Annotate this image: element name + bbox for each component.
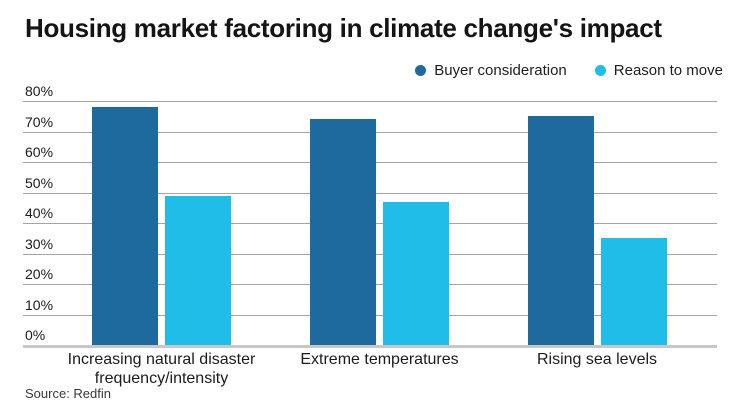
y-axis-tick-30: 30% <box>25 235 54 252</box>
y-axis-tick-40: 40% <box>25 205 54 221</box>
x-axis-label-rising-sea-levels: Rising sea levels <box>536 351 658 368</box>
bar-reason-to-move-rising-sea-levels <box>600 238 667 345</box>
y-axis-tick-70: 70% <box>25 113 54 130</box>
bar-reason-to-move-extreme-temperatures <box>383 201 449 345</box>
bar-reason-to-move-increasing-natural-disaster-frequency-intensity <box>165 195 231 345</box>
legend-label-buyer-consideration: Buyer consideration <box>434 62 567 79</box>
y-axis-tick-0: 0% <box>25 327 46 343</box>
legend-item-reason-to-move: Reason to move <box>594 62 723 79</box>
x-axis-label-extreme-temperatures: Extreme temperatures <box>300 351 459 368</box>
gridline-80 <box>23 101 717 102</box>
chart-legend: Buyer consideration Reason to move <box>415 62 723 79</box>
legend-item-buyer-consideration: Buyer consideration <box>415 62 567 79</box>
bar-buyer-consideration-rising-sea-levels <box>527 116 594 345</box>
y-axis-tick-80: 80% <box>25 83 54 99</box>
source-attribution: Source: Redfin <box>25 386 111 401</box>
y-axis-tick-50: 50% <box>25 174 54 191</box>
y-axis-tick-10: 10% <box>25 296 54 313</box>
legend-label-reason-to-move: Reason to move <box>613 62 723 79</box>
y-axis-tick-20: 20% <box>25 266 54 282</box>
y-axis-tick-60: 60% <box>25 144 54 160</box>
gridline-0 <box>23 345 717 348</box>
bar-buyer-consideration-extreme-temperatures <box>310 119 376 345</box>
x-axis-label-increasing-natural-disaster-frequency-intensity: Increasing natural disaster frequency/in… <box>67 351 256 387</box>
chart-title: Housing market factoring in climate chan… <box>25 13 662 43</box>
legend-dot-reason-to-move-icon <box>594 65 606 76</box>
legend-dot-buyer-consideration-icon <box>415 65 427 76</box>
bar-buyer-consideration-increasing-natural-disaster-frequency-intensity <box>92 107 158 345</box>
